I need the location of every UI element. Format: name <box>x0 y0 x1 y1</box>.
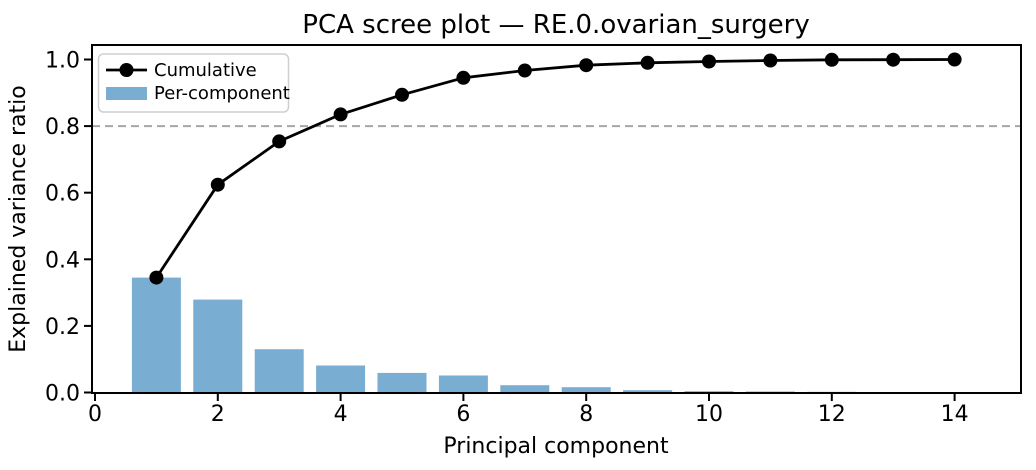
legend: Cumulative Per-component <box>97 53 290 113</box>
bar-pc2 <box>193 299 243 393</box>
y-tick-label: 0.0 <box>45 382 80 407</box>
cumulative-marker-pc3 <box>272 134 287 149</box>
legend-label-per-component: Per-component <box>154 83 290 104</box>
cumulative-marker-pc10 <box>702 54 716 69</box>
cumulative-line <box>155 58 955 279</box>
x-tick-label: 4 <box>334 402 348 427</box>
legend-item-cumulative: Cumulative <box>106 60 257 81</box>
cumulative-marker-pc5 <box>395 87 409 102</box>
bar-pc5 <box>377 372 427 393</box>
cumulative-marker-pc6 <box>456 70 471 85</box>
cumulative-marker-pc4 <box>333 107 348 122</box>
cumulative-marker-pc7 <box>517 63 532 78</box>
bar-pc4 <box>316 365 366 393</box>
plot-spines <box>91 44 1022 394</box>
axis-ticks-layer: 0 2 4 6 8 10 12 14 0.0 0.2 0.4 0.6 0.8 1.0 <box>45 49 969 428</box>
cumulative-line-layer <box>149 52 962 285</box>
x-tick-label: 6 <box>456 402 470 427</box>
chart-title: PCA scree plot — RE.0.ovarian_surgery <box>302 10 809 40</box>
cumulative-marker-pc2 <box>210 177 225 192</box>
x-tick-label: 10 <box>695 402 723 427</box>
x-tick-label: 8 <box>579 402 593 427</box>
y-tick-label: 0.6 <box>45 182 80 207</box>
bar-pc10 <box>684 391 734 393</box>
cumulative-marker-pc14 <box>947 52 962 67</box>
cumulative-marker-pc13 <box>886 52 901 67</box>
cumulative-marker-pc1 <box>149 270 164 285</box>
cumulative-marker-pc11 <box>763 53 778 68</box>
bar-pc7 <box>500 385 550 393</box>
y-tick-label: 0.8 <box>45 115 80 140</box>
bar-pc6 <box>438 375 488 393</box>
bar-pc9 <box>623 390 673 393</box>
legend-marker-sample <box>119 63 134 77</box>
bar-pc1 <box>131 277 181 393</box>
x-axis-label: Principal component <box>443 434 669 459</box>
legend-label-cumulative: Cumulative <box>154 60 257 81</box>
x-tick-label: 12 <box>818 402 846 427</box>
cumulative-marker-pc9 <box>640 55 655 70</box>
legend-item-per-component: Per-component <box>106 83 290 104</box>
per-component-bars <box>131 277 980 393</box>
bar-pc3 <box>254 349 304 393</box>
cumulative-marker-pc12 <box>824 52 839 67</box>
cumulative-marker-pc8 <box>579 58 594 73</box>
x-tick-label: 14 <box>941 402 969 427</box>
y-axis-label: Explained variance ratio <box>6 85 31 352</box>
x-tick-label: 0 <box>88 402 102 427</box>
y-tick-label: 0.2 <box>45 315 80 340</box>
x-tick-label: 2 <box>211 402 225 427</box>
y-tick-label: 0.4 <box>45 248 80 273</box>
y-tick-label: 1.0 <box>45 49 80 74</box>
bar-pc8 <box>561 387 611 393</box>
legend-patch-sample <box>106 87 147 100</box>
